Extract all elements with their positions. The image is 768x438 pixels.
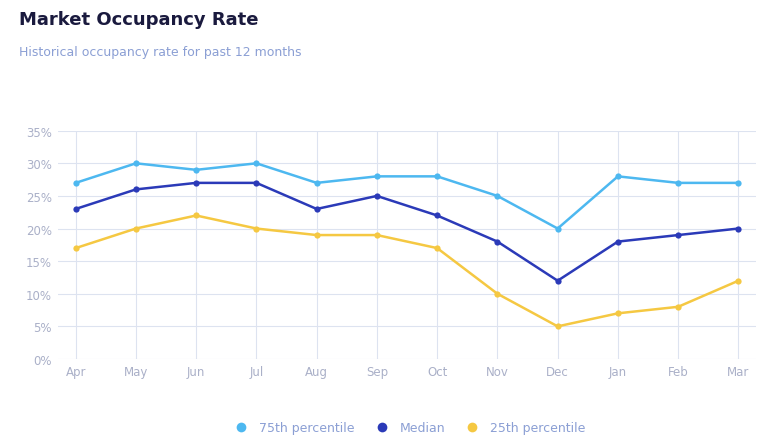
Text: Market Occupancy Rate: Market Occupancy Rate [19,11,259,29]
Legend: 75th percentile, Median, 25th percentile: 75th percentile, Median, 25th percentile [223,417,591,438]
Text: Historical occupancy rate for past 12 months: Historical occupancy rate for past 12 mo… [19,46,302,59]
